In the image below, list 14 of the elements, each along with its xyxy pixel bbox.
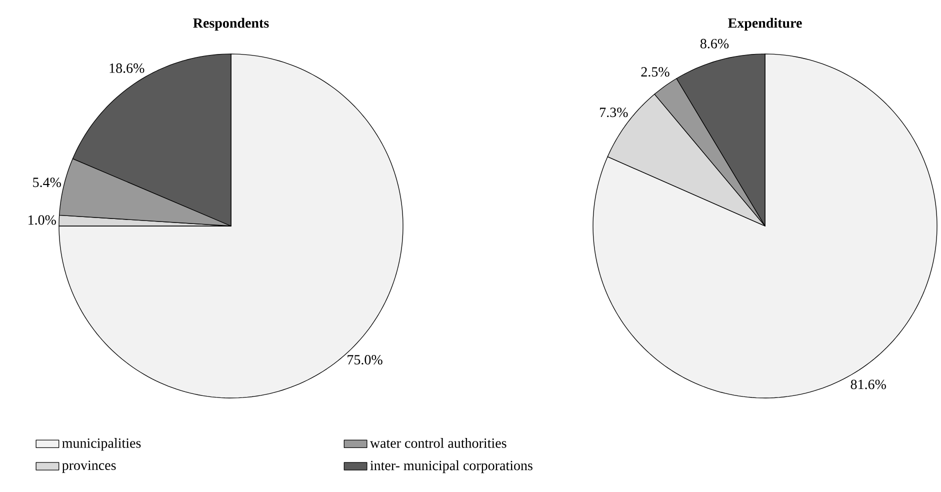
data-label: 81.6% (850, 380, 886, 390)
legend-label: water control authorities (370, 438, 506, 448)
chart-title: Expenditure (728, 18, 802, 31)
data-label: 8.6% (700, 38, 729, 48)
legend-label: municipalities (62, 438, 141, 451)
legend-label: inter- municipal corporations (370, 460, 532, 474)
data-label: 7.3% (600, 108, 628, 118)
data-label: 2.5% (641, 67, 670, 77)
data-label: 1.0% (28, 215, 56, 225)
chart-title: Respondents (193, 18, 269, 31)
data-label: 5.4% (33, 178, 61, 188)
data-label: 75.0% (348, 355, 382, 365)
data-label: 18.6% (110, 63, 144, 73)
legend-label: provinces (62, 460, 116, 473)
